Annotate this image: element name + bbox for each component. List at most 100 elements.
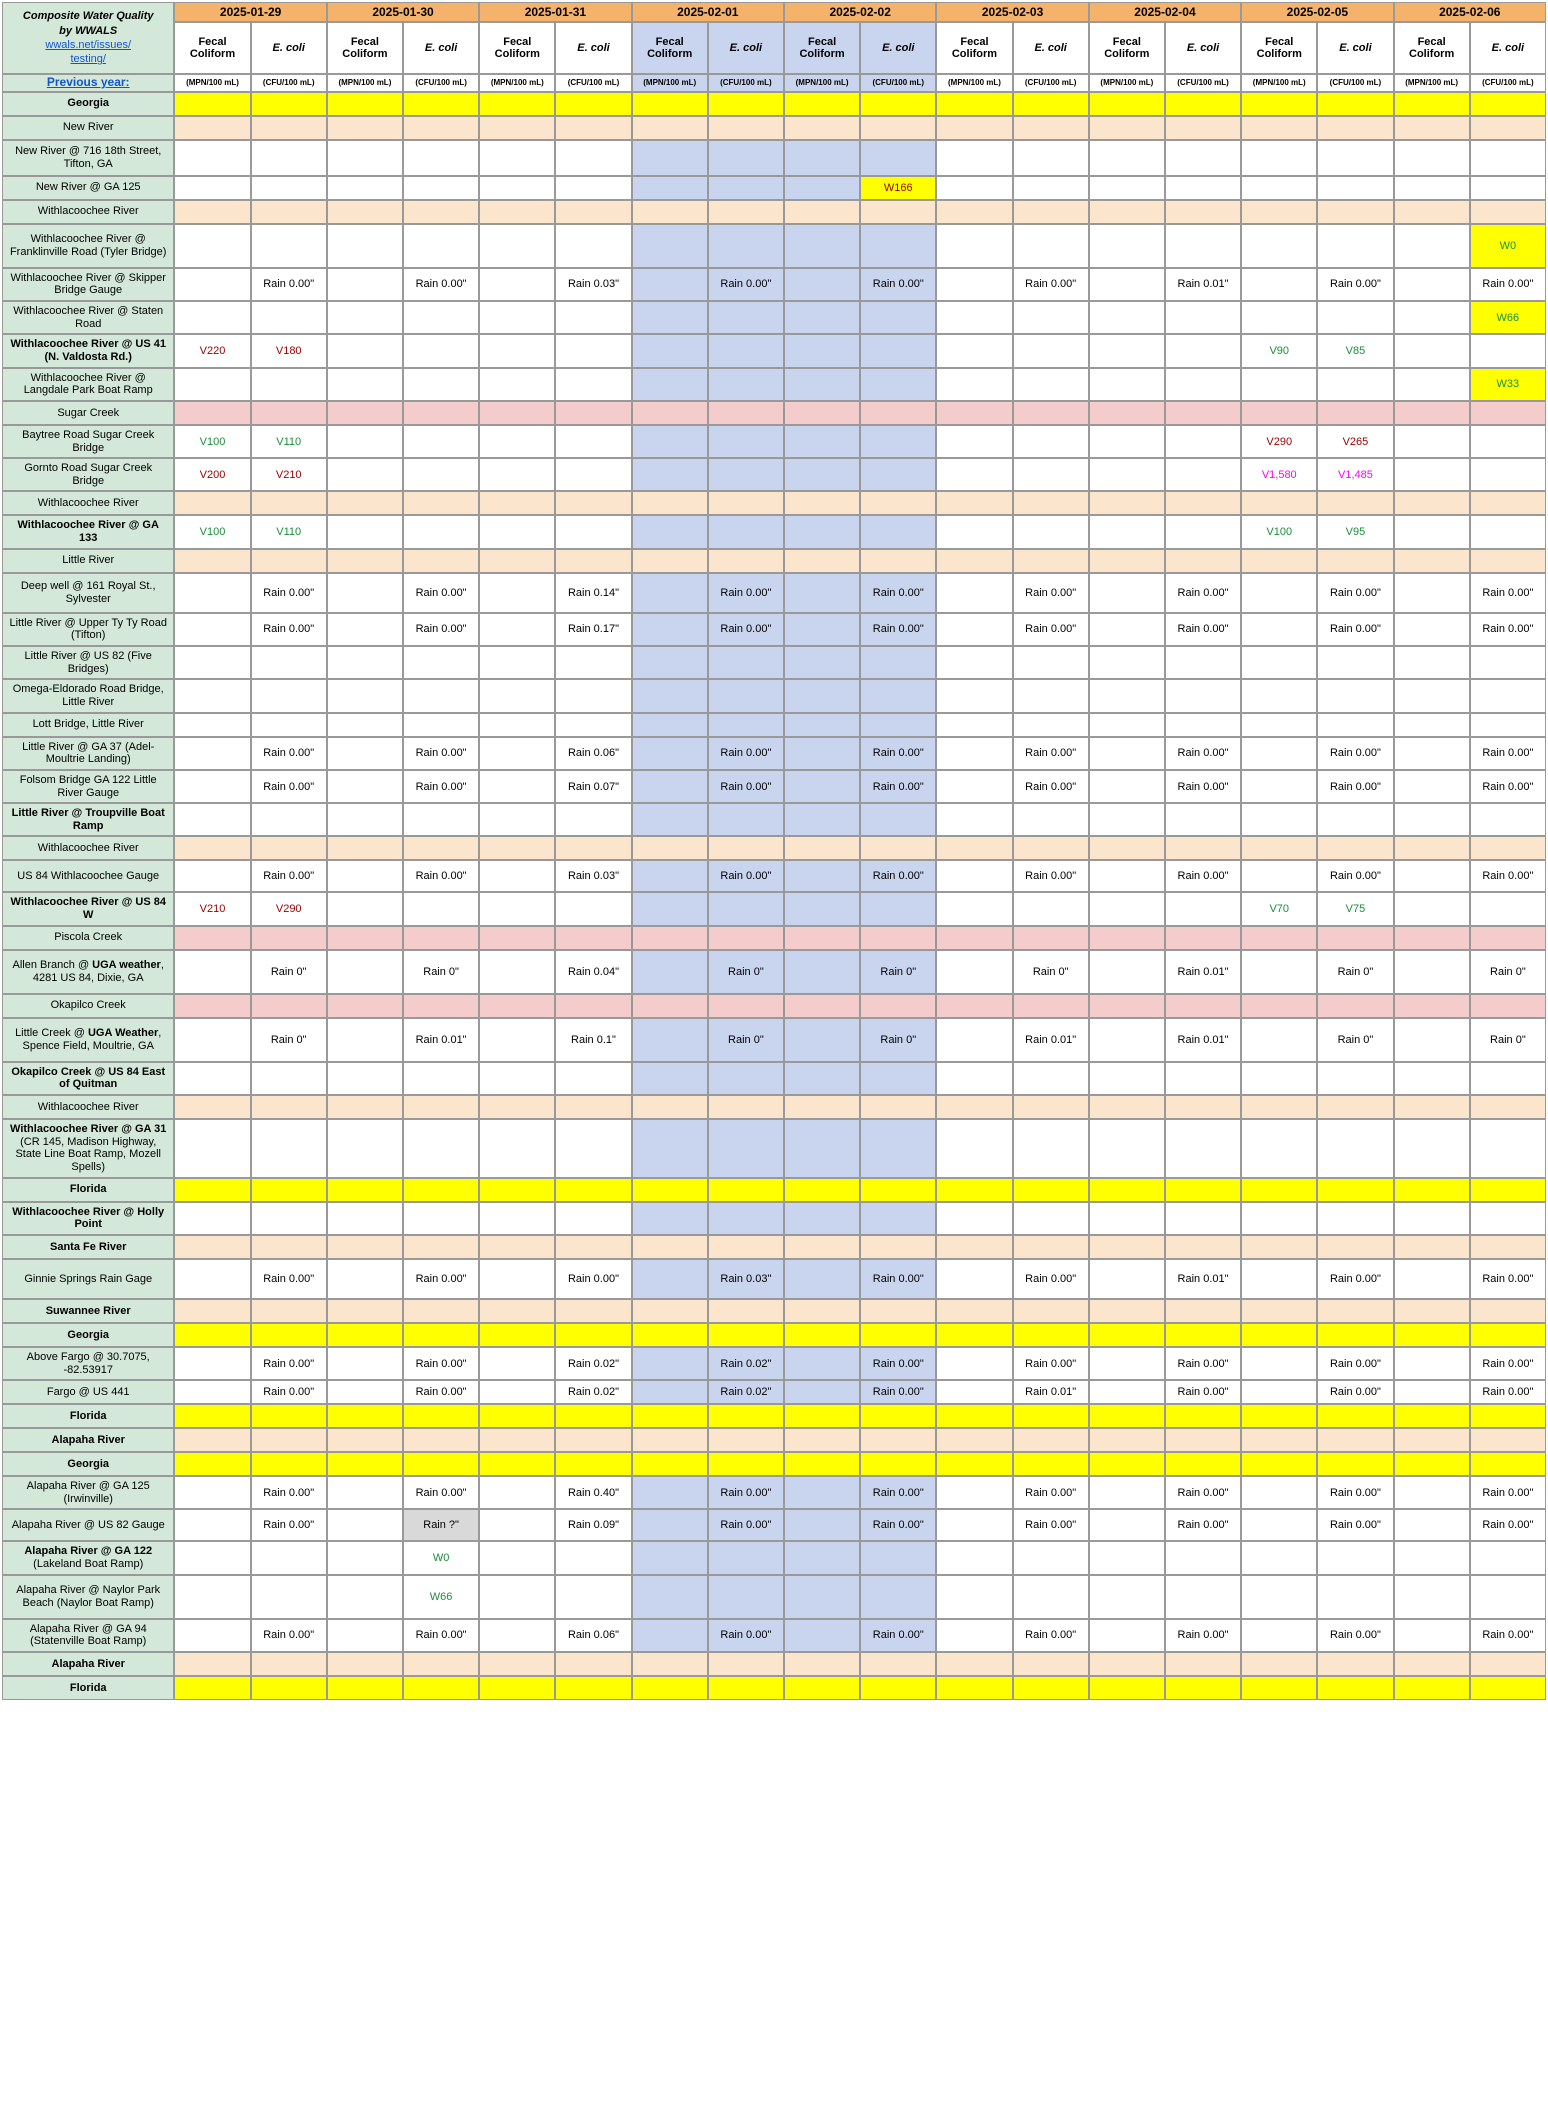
- table-row: Florida: [2, 1404, 1546, 1428]
- data-cell: [1394, 224, 1470, 268]
- data-cell: [1089, 1202, 1165, 1235]
- section-cell: [251, 836, 327, 860]
- row-label: Baytree Road Sugar Creek Bridge: [2, 425, 174, 458]
- section-cell: [1394, 1235, 1470, 1259]
- data-cell: [1089, 573, 1165, 613]
- section-cell: [1470, 92, 1546, 116]
- data-cell: [1013, 515, 1089, 548]
- data-cell: [479, 646, 555, 679]
- data-cell: [1470, 679, 1546, 712]
- data-cell: Rain 0.00": [251, 737, 327, 770]
- data-cell: [1089, 770, 1165, 803]
- data-cell: [632, 176, 708, 200]
- data-cell: [174, 301, 250, 334]
- data-cell: [708, 1202, 784, 1235]
- section-cell: [1013, 1676, 1089, 1700]
- data-cell: [1394, 1380, 1470, 1404]
- section-cell: [174, 401, 250, 425]
- section-cell: [936, 549, 1012, 573]
- data-cell: [784, 646, 860, 679]
- data-cell: [174, 1575, 250, 1619]
- section-cell: [936, 1323, 1012, 1347]
- data-cell: [479, 737, 555, 770]
- data-cell: [936, 224, 1012, 268]
- data-cell: [632, 1119, 708, 1178]
- section-cell: [1317, 92, 1393, 116]
- data-cell: Rain 0.00": [555, 1259, 631, 1299]
- table-row: Withlacoochee River @ GA 133V100V110V100…: [2, 515, 1546, 548]
- section-cell: [327, 1452, 403, 1476]
- section-cell: [403, 1676, 479, 1700]
- data-cell: Rain 0.00": [1470, 1619, 1546, 1652]
- data-cell: Rain 0": [708, 950, 784, 994]
- data-cell: [1013, 1575, 1089, 1619]
- data-cell: [1394, 268, 1470, 301]
- section-cell: [1241, 401, 1317, 425]
- data-cell: [174, 950, 250, 994]
- data-cell: [632, 613, 708, 646]
- section-cell: [479, 200, 555, 224]
- data-cell: [479, 950, 555, 994]
- data-cell: Rain 0.00": [1013, 613, 1089, 646]
- section-cell: [479, 549, 555, 573]
- section-cell: [708, 1404, 784, 1428]
- unit-ec: (CFU/100 mL): [555, 74, 631, 92]
- data-cell: [1089, 1062, 1165, 1095]
- section-cell: [936, 1095, 1012, 1119]
- title-link1[interactable]: wwals.net/issues/: [45, 39, 131, 51]
- row-label: Ginnie Springs Rain Gage: [2, 1259, 174, 1299]
- section-cell: [479, 92, 555, 116]
- data-cell: [708, 425, 784, 458]
- section-cell: [784, 926, 860, 950]
- data-cell: V100: [174, 425, 250, 458]
- data-cell: [1317, 679, 1393, 712]
- data-cell: [174, 803, 250, 836]
- data-cell: [1317, 803, 1393, 836]
- data-cell: [1470, 515, 1546, 548]
- data-cell: [632, 458, 708, 491]
- data-cell: [1317, 1541, 1393, 1574]
- section-cell: [784, 116, 860, 140]
- data-cell: [1089, 1347, 1165, 1380]
- section-cell: [1089, 926, 1165, 950]
- data-cell: [403, 224, 479, 268]
- section-cell: [1317, 116, 1393, 140]
- data-cell: [1241, 1476, 1317, 1509]
- data-cell: [1317, 713, 1393, 737]
- data-cell: [1165, 425, 1241, 458]
- data-cell: [174, 1476, 250, 1509]
- section-cell: [708, 1299, 784, 1323]
- data-cell: [555, 646, 631, 679]
- data-cell: [327, 301, 403, 334]
- data-cell: Rain 0.00": [1013, 737, 1089, 770]
- section-cell: [327, 1235, 403, 1259]
- date-header: 2025-02-04: [1089, 2, 1241, 22]
- unit-fc: (MPN/100 mL): [784, 74, 860, 92]
- row-label: Georgia: [2, 1323, 174, 1347]
- row-label: Okapilco Creek @ US 84 East of Quitman: [2, 1062, 174, 1095]
- section-cell: [1470, 1178, 1546, 1202]
- data-cell: [1013, 458, 1089, 491]
- data-cell: [860, 458, 936, 491]
- table-row: Omega-Eldorado Road Bridge, Little River: [2, 679, 1546, 712]
- data-cell: [784, 1202, 860, 1235]
- data-cell: Rain 0.00": [1317, 613, 1393, 646]
- data-cell: [403, 458, 479, 491]
- data-cell: [1089, 425, 1165, 458]
- subheader-ec: E. coli: [403, 22, 479, 74]
- data-cell: [784, 268, 860, 301]
- data-cell: [632, 646, 708, 679]
- section-cell: [479, 836, 555, 860]
- data-cell: [1394, 770, 1470, 803]
- row-label: Allen Branch @ UGA weather, 4281 US 84, …: [2, 950, 174, 994]
- data-cell: [174, 646, 250, 679]
- section-cell: [555, 836, 631, 860]
- water-quality-table: Composite Water Qualityby WWALSwwals.net…: [2, 2, 1546, 1700]
- table-row: Little River @ US 82 (Five Bridges): [2, 646, 1546, 679]
- data-cell: [860, 1062, 936, 1095]
- data-cell: Rain 0.00": [251, 1259, 327, 1299]
- section-cell: [1470, 549, 1546, 573]
- data-cell: [1394, 1575, 1470, 1619]
- title-link2[interactable]: testing/: [70, 53, 105, 65]
- previous-year-link[interactable]: Previous year:: [2, 74, 174, 92]
